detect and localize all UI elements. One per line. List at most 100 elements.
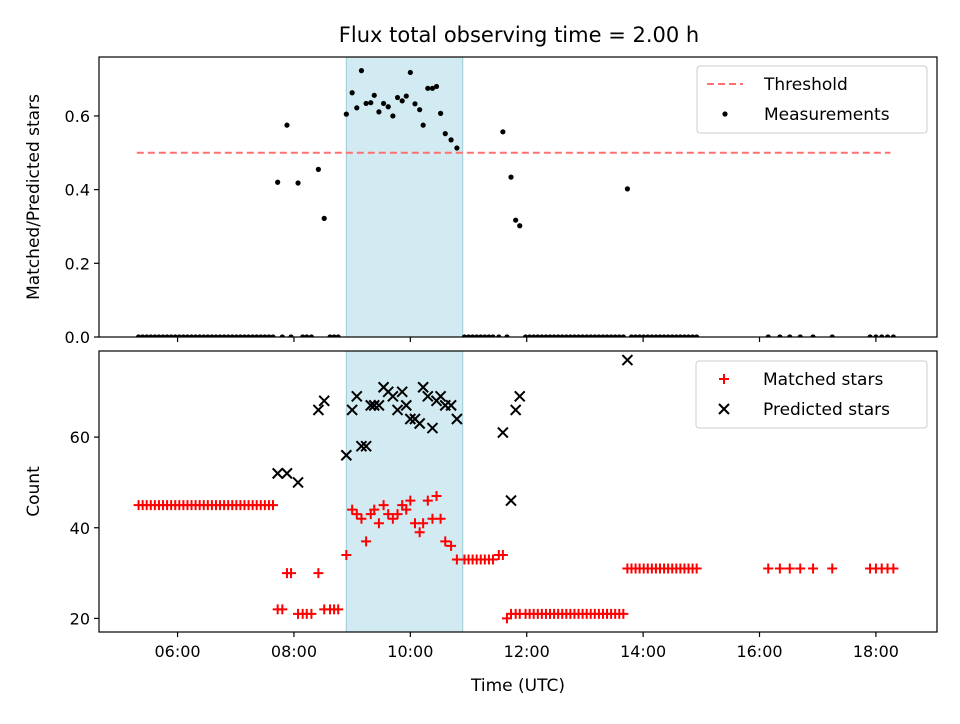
data-point [888, 563, 899, 574]
data-point [653, 334, 659, 337]
data-point [487, 554, 498, 565]
series-predicted-stars [271, 354, 634, 507]
data-point [351, 390, 363, 403]
data-point [637, 334, 643, 337]
data-point [571, 334, 578, 337]
y-tick-label: 0.4 [65, 181, 90, 200]
data-point [164, 334, 170, 337]
data-point [135, 334, 142, 337]
legend-label: Measurements [764, 105, 890, 125]
data-point [304, 334, 310, 337]
legend-box [695, 360, 928, 429]
data-point [144, 334, 150, 337]
data-point [616, 334, 622, 337]
data-point [241, 334, 248, 337]
data-point [213, 334, 219, 337]
data-point [445, 399, 457, 412]
data-point [356, 513, 367, 524]
legend-x-swatch [718, 403, 730, 415]
series-matched-stars [133, 491, 899, 624]
data-point [225, 334, 231, 337]
data-point [551, 334, 557, 337]
data-point [442, 131, 448, 137]
data-point [514, 390, 526, 403]
data-point [657, 334, 663, 337]
data-point [229, 334, 235, 337]
data-point [508, 174, 514, 180]
data-point [426, 422, 439, 434]
data-point [262, 334, 268, 337]
data-point [360, 440, 372, 452]
data-point [649, 334, 655, 337]
data-point [596, 334, 602, 337]
data-point [343, 111, 349, 117]
data-point [404, 413, 417, 425]
axes-frame [98, 350, 938, 633]
data-point [277, 604, 288, 615]
data-point [418, 518, 429, 529]
data-point [867, 334, 873, 337]
x-tick-label: 18:00 [853, 642, 899, 661]
data-point [237, 334, 244, 337]
data-point [369, 504, 380, 515]
data-point [254, 334, 260, 337]
data-point [497, 549, 508, 560]
data-point [288, 334, 294, 337]
data-point [315, 166, 321, 172]
y-axis-label: Matched/Predicted stars [24, 94, 44, 300]
y-axis-label: Count [24, 466, 44, 517]
data-point [412, 101, 418, 107]
data-point [295, 180, 301, 186]
data-point [405, 495, 416, 506]
data-point [365, 399, 377, 412]
data-point [433, 83, 440, 90]
data-point [604, 334, 610, 337]
data-point [390, 113, 396, 119]
data-point [567, 334, 573, 337]
data-point [440, 536, 451, 547]
data-point [308, 334, 315, 337]
data-point [414, 527, 425, 538]
data-point [371, 92, 377, 98]
data-point [148, 334, 154, 337]
data-point [392, 509, 403, 520]
data-point [808, 563, 819, 574]
data-point [180, 334, 186, 337]
data-point [318, 395, 330, 407]
bottom-subplot: 20 40 60 06:00 08:00 10:00 12:00 14:00 16:00 18:0… [24, 350, 938, 696]
data-point [608, 334, 614, 337]
data-point [486, 334, 492, 337]
data-point [795, 563, 806, 574]
data-point [543, 334, 549, 337]
data-point [641, 334, 647, 337]
x-tick-label: 14:00 [620, 642, 666, 661]
data-point [275, 179, 281, 185]
data-point [201, 334, 207, 337]
data-point [555, 334, 561, 337]
data-point [197, 334, 203, 337]
data-point [685, 334, 692, 337]
x-tick-label: 12:00 [504, 642, 550, 661]
data-point [401, 504, 412, 515]
data-point [306, 608, 317, 619]
data-point [349, 90, 355, 96]
data-point [496, 334, 502, 337]
y-tick-label: 0.0 [65, 328, 90, 347]
data-point [681, 334, 688, 337]
data-point [385, 104, 391, 110]
data-point [600, 334, 606, 337]
data-point [387, 513, 398, 524]
data-point [403, 93, 409, 99]
data-point [527, 334, 533, 337]
data-point [559, 334, 565, 337]
data-point [454, 145, 460, 151]
data-point [618, 608, 629, 619]
data-point [504, 334, 510, 337]
data-point [363, 100, 369, 107]
data-point [829, 334, 835, 337]
data-point [333, 604, 344, 615]
data-point [563, 334, 569, 337]
data-point [588, 334, 594, 337]
data-point [535, 334, 541, 337]
data-point [539, 334, 545, 337]
